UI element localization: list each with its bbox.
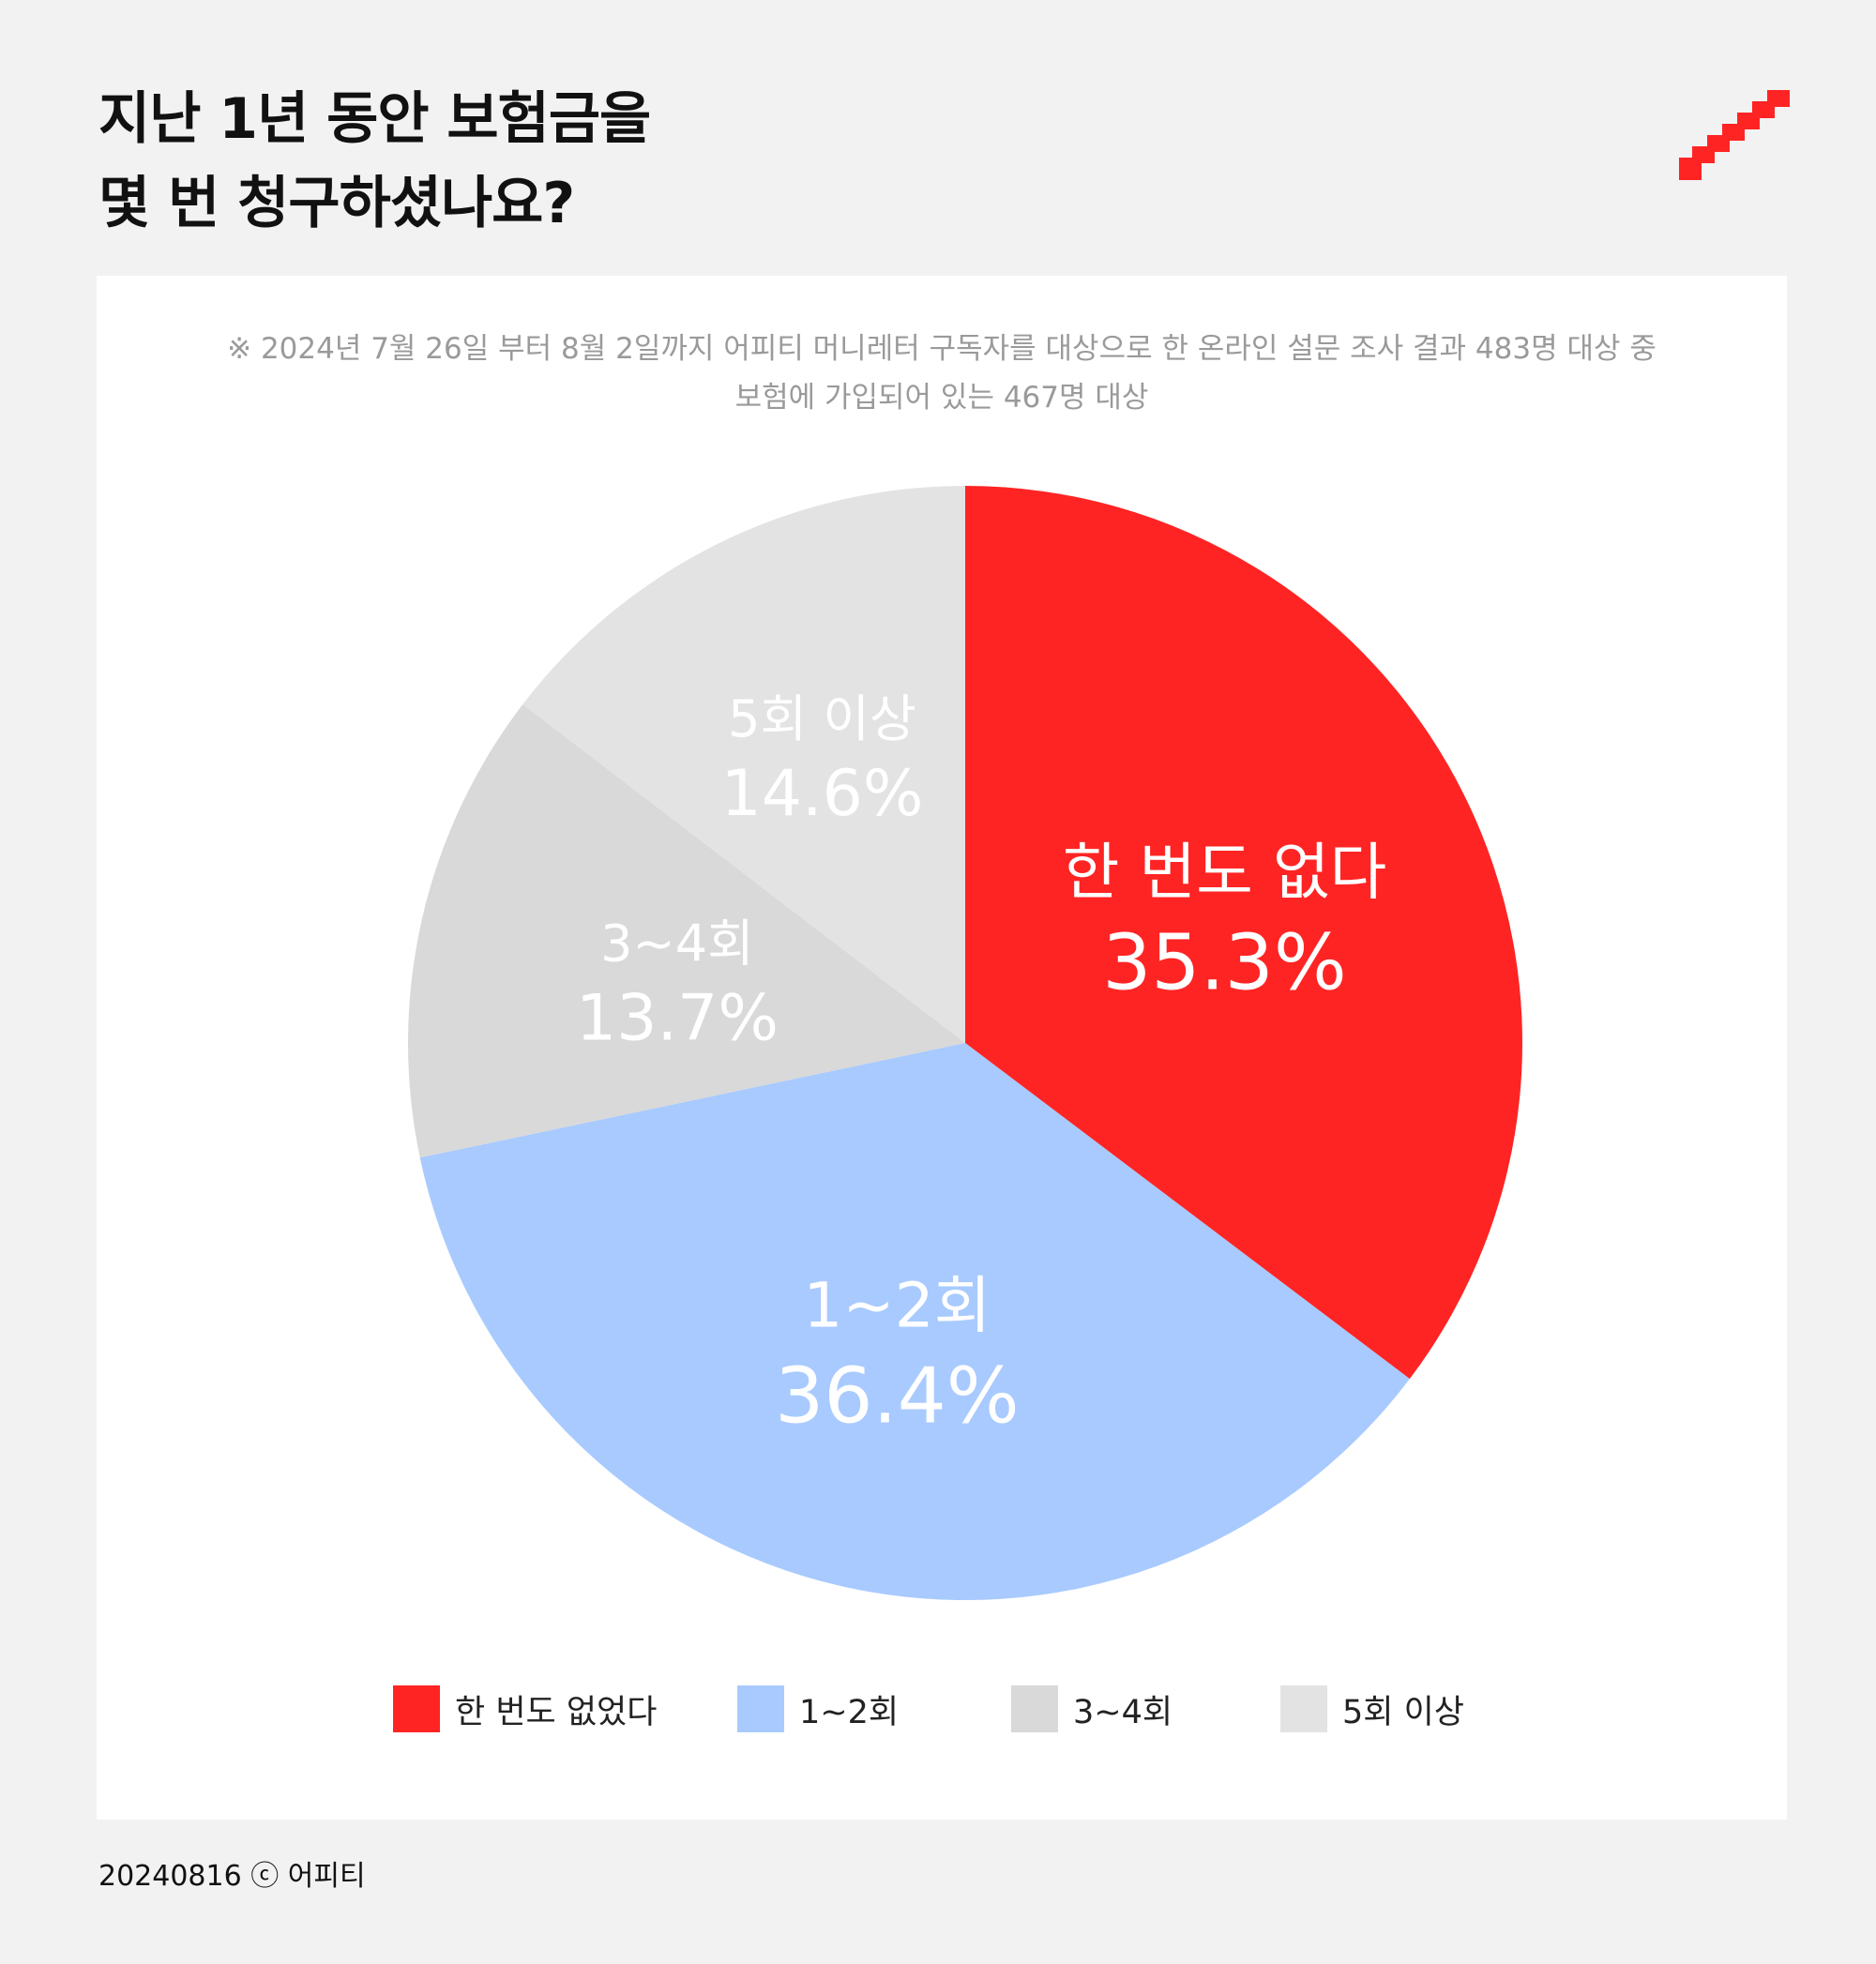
slice-label-5-plus: 5회 이상 — [728, 689, 916, 748]
slice-value-1-2: 36.4% — [775, 1352, 1020, 1442]
slice-value-5-plus: 14.6% — [720, 757, 923, 831]
footer-credit: 20240816 ⓒ 어피티 — [98, 1860, 366, 1893]
title-line-2: 몇 번 청구하셨나요? — [98, 171, 575, 236]
legend-swatch — [393, 1685, 440, 1732]
pie-slice-1-2 — [419, 1043, 1410, 1600]
page-title: 지난 1년 동안 보험금을 몇 번 청구하셨나요? — [98, 77, 651, 246]
legend-item-5-plus: 5회 이상 — [1280, 1683, 1464, 1735]
chart-card: ※ 2024년 7월 26일 부터 8월 2일까지 어피티 머니레터 구독자를 … — [97, 276, 1787, 1820]
legend-item-1-2: 1~2회 — [737, 1683, 899, 1735]
pie-slice-5-plus — [522, 486, 965, 1043]
slice-label-1-2: 1~2회 — [803, 1270, 991, 1342]
chart-legend: 한 번도 없었다 1~2회 3~4회 5회 이상 — [97, 1683, 1787, 1739]
slice-value-3-4: 13.7% — [576, 981, 779, 1055]
survey-note: ※ 2024년 7월 26일 부터 8월 2일까지 어피티 머니레터 구독자를 … — [97, 325, 1787, 422]
legend-label: 5회 이상 — [1342, 1693, 1464, 1731]
staircase-logo-icon — [1679, 90, 1790, 180]
slice-label-none: 한 번도 없다 — [1063, 836, 1387, 908]
legend-label: 한 번도 없었다 — [455, 1693, 658, 1731]
survey-note-line-1: ※ 2024년 7월 26일 부터 8월 2일까지 어피티 머니레터 구독자를 … — [227, 332, 1657, 366]
pie-slice-3-4 — [408, 703, 965, 1158]
legend-item-none: 한 번도 없었다 — [393, 1683, 657, 1735]
slice-label-3-4: 3~4회 — [600, 914, 754, 973]
legend-swatch — [1011, 1685, 1058, 1732]
title-line-1: 지난 1년 동안 보험금을 — [98, 86, 651, 152]
pie-slice-none — [965, 486, 1522, 1380]
survey-note-line-2: 보험에 가입되어 있는 467명 대상 — [734, 381, 1149, 415]
legend-item-3-4: 3~4회 — [1011, 1683, 1172, 1735]
pie-chart: 한 번도 없다 35.3% 1~2회 36.4% 3~4회 13.7% 5회 이상 14.6% — [408, 486, 1522, 1600]
legend-label: 3~4회 — [1073, 1693, 1173, 1731]
legend-swatch — [1280, 1685, 1327, 1732]
legend-label: 1~2회 — [799, 1693, 900, 1731]
slice-value-none: 35.3% — [1102, 918, 1347, 1007]
legend-swatch — [737, 1685, 784, 1732]
